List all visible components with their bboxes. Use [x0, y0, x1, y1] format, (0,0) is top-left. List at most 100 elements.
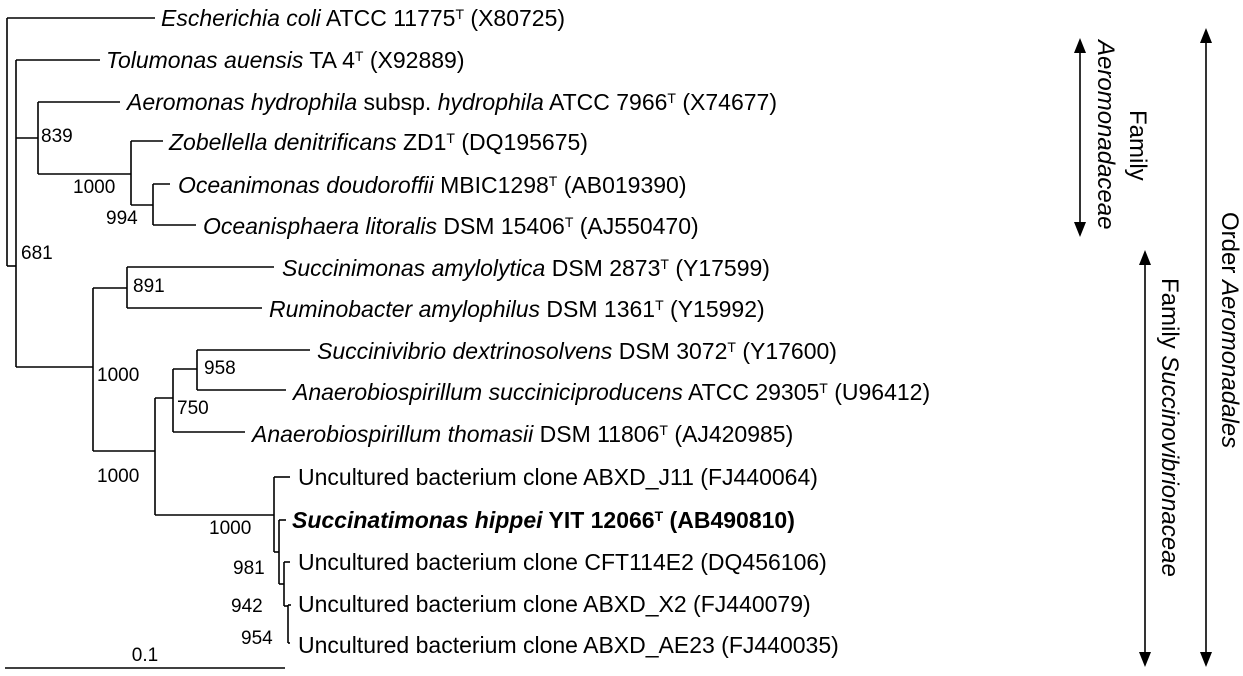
bootstrap-value: 954 [241, 628, 273, 649]
bootstrap-value: 1000 [97, 466, 139, 487]
taxon-label-segment: ATCC 29305 [683, 379, 819, 405]
arrow-head-up-icon [1139, 250, 1151, 265]
scale-bar: 0.1 [5, 645, 285, 669]
family-succinovibrionaceae-word: Family [1156, 278, 1183, 355]
taxon-label-segment: T [727, 339, 736, 355]
taxon-label-segment: Uncultured bacterium clone CFT114E2 (DQ4… [298, 549, 827, 575]
taxon-label-segment: T [667, 90, 676, 106]
taxon-label: Anaerobiospirillum succiniciproducens AT… [291, 379, 930, 405]
taxon-label: Succinimonas amylolytica DSM 2873T (Y175… [282, 255, 770, 281]
arrow-head-down-icon [1139, 652, 1151, 667]
taxon-labels: Escherichia coli ATCC 11775T (X80725) To… [106, 5, 930, 658]
bootstrap-value: 1000 [209, 518, 251, 539]
taxon-label: Uncultured bacterium clone CFT114E2 (DQ4… [298, 549, 827, 575]
taxon-label: Succinivibrio dextrinosolvens DSM 3072T … [317, 338, 837, 364]
family-succinovibrionaceae-name: Succinovibrionaceae [1156, 355, 1183, 576]
taxon-label-segment: DSM 15406 [437, 213, 565, 239]
taxon-label: Tolumonas auensis TA 4T (X92889) [106, 47, 465, 73]
taxon-label-segment: Succinimonas amylolytica [282, 255, 545, 281]
family-aeromonadaceae-label: Family [1124, 110, 1151, 181]
taxon-label-segment: ATCC 11775 [321, 5, 456, 31]
order-aeromonadales-word: Order [1216, 212, 1243, 280]
taxon-label-segment: Zobellella denitrificans [168, 129, 397, 155]
taxon-label-segment: Aeromonas hydrophila [125, 89, 357, 115]
group-labels: Family Aeromonadaceae Family Succinovibr… [1092, 38, 1243, 577]
taxon-label: Uncultured bacterium clone ABXD_J11 (FJ4… [298, 464, 818, 490]
bootstrap-value: 958 [204, 358, 236, 379]
bootstrap-value: 1000 [97, 365, 139, 386]
taxon-label-segment: ZD1 [397, 129, 447, 155]
taxon-label-segment: Uncultured bacterium clone ABXD_X2 (FJ44… [298, 591, 811, 617]
bootstrap-values: 839 1000 994 681 891 1000 958 750 1000 1… [21, 126, 273, 649]
taxon-label-segment: T [655, 508, 664, 524]
tree-branches [6, 17, 310, 644]
taxon-label-segment: Anaerobiospirillum thomasii [250, 421, 534, 447]
taxon-label-segment: hydrophila [438, 89, 544, 115]
taxon-label-segment: T [660, 256, 669, 272]
taxon-label-segment: Uncultured bacterium clone ABXD_J11 (FJ4… [298, 464, 818, 490]
bootstrap-value: 750 [177, 398, 209, 419]
bootstrap-value: 981 [233, 558, 265, 579]
bootstrap-value: 1000 [73, 177, 115, 198]
taxon-label-segment: (AB490810) [663, 507, 795, 533]
taxon-label-segment: TA 4 [303, 47, 355, 73]
taxon-label-segment: Succinatimonas hippei [292, 507, 543, 533]
taxon-label-segment: (Y17599) [669, 255, 770, 281]
taxon-label-segment: Ruminobacter amylophilus [269, 296, 541, 322]
taxon-label-segment: (AJ550470) [573, 213, 698, 239]
family-aeromonadaceae-line1: Family [1124, 110, 1151, 181]
family-aeromonadaceae-label: Aeromonadaceae [1092, 38, 1119, 229]
taxon-label-segment: T [659, 422, 668, 438]
bootstrap-value: 891 [133, 276, 165, 297]
taxon-label-segment: (AJ420985) [668, 421, 793, 447]
taxon-label-segment: T [565, 214, 574, 230]
taxon-label: Escherichia coli ATCC 11775T (X80725) [161, 5, 565, 31]
scale-bar-label: 0.1 [132, 645, 158, 666]
arrow-head-up-icon [1074, 38, 1086, 53]
taxon-label-segment: (Y17600) [736, 338, 837, 364]
taxon-label-segment: MBIC1298 [434, 172, 549, 198]
taxon-label-segment: T [819, 380, 828, 396]
family-succinovibrionaceae-label: Family Succinovibrionaceae [1156, 278, 1183, 577]
bootstrap-value: 839 [41, 126, 73, 147]
taxon-label-segment: DSM 2873 [545, 255, 660, 281]
taxon-label: Ruminobacter amylophilus DSM 1361T (Y159… [269, 296, 765, 322]
taxon-label: Oceanimonas doudoroffii MBIC1298T (AB019… [178, 172, 686, 198]
taxon-label-segment: (X92889) [363, 47, 464, 73]
bootstrap-value: 994 [106, 208, 138, 229]
taxon-label-segment: (DQ195675) [455, 129, 588, 155]
taxon-label-segment: T [446, 130, 455, 146]
taxon-label-segment: (Y15992) [664, 296, 765, 322]
taxon-label-segment: Oceanimonas doudoroffii [178, 172, 435, 198]
taxon-label: Succinatimonas hippei YIT 12066T (AB4908… [292, 507, 795, 533]
family-aeromonadaceae-line2: Aeromonadaceae [1092, 38, 1119, 229]
taxon-label-segment: Uncultured bacterium clone ABXD_AE23 (FJ… [298, 632, 839, 658]
taxon-label-segment: Escherichia coli [161, 5, 322, 31]
taxon-label: Aeromonas hydrophila subsp. hydrophila A… [125, 89, 777, 115]
taxon-label-segment: YIT 12066 [543, 507, 655, 533]
taxon-label-segment: (AB019390) [557, 172, 686, 198]
taxon-label-segment: T [655, 297, 664, 313]
bootstrap-value: 681 [21, 243, 53, 264]
order-aeromonadales-name: Aeromonadales [1216, 278, 1243, 448]
taxon-label-segment: DSM 11806 [533, 421, 659, 447]
taxon-label-segment: T [355, 48, 364, 64]
taxon-label: Zobellella denitrificans ZD1T (DQ195675) [168, 129, 588, 155]
taxon-label-segment: (U96412) [828, 379, 930, 405]
taxon-label-segment: Tolumonas auensis [106, 47, 304, 73]
order-aeromonadales-label: Order Aeromonadales [1216, 212, 1243, 448]
arrow-head-down-icon [1074, 222, 1086, 237]
taxon-label-segment: T [549, 173, 558, 189]
taxon-label-segment: (X80725) [464, 5, 565, 31]
taxon-label-segment: DSM 3072 [612, 338, 727, 364]
arrow-head-up-icon [1200, 28, 1212, 43]
group-brackets [1074, 28, 1212, 667]
arrow-head-down-icon [1200, 652, 1212, 667]
taxon-label: Oceanisphaera litoralis DSM 15406T (AJ55… [203, 213, 699, 239]
taxon-label-segment: Anaerobiospirillum succiniciproducens [291, 379, 683, 405]
taxon-label-segment: T [455, 6, 464, 22]
taxon-label-segment: subsp. [357, 89, 438, 115]
taxon-label-segment: ATCC 7966 [544, 89, 668, 115]
taxon-label: Anaerobiospirillum thomasii DSM 11806T (… [250, 421, 793, 447]
